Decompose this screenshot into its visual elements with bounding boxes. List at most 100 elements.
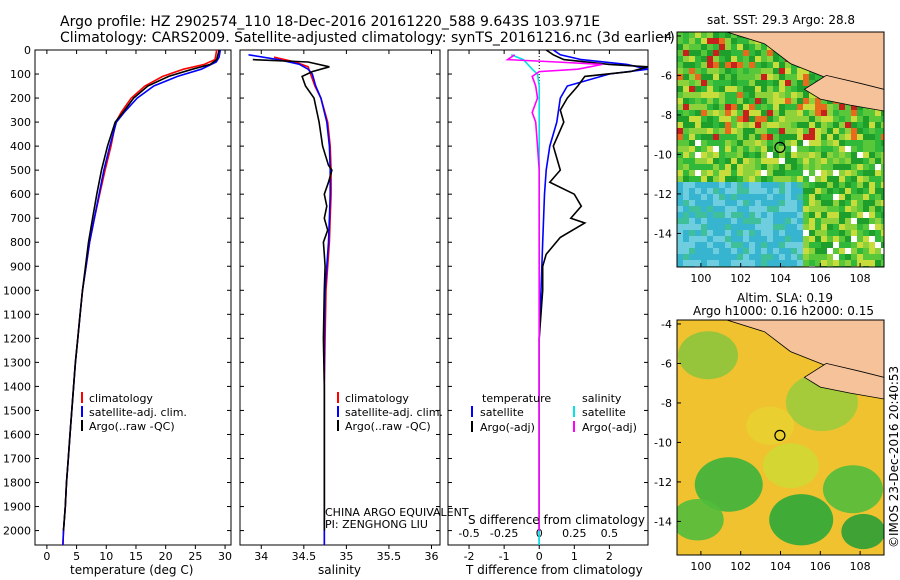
difference-xtick-label: -1	[499, 550, 510, 563]
sst-cell	[683, 206, 689, 212]
sst-cell	[695, 140, 701, 146]
sst-cell	[755, 194, 761, 200]
sst-cell	[833, 104, 839, 110]
sst-cell	[827, 164, 833, 170]
sst-cell	[815, 116, 821, 122]
sst-cell	[689, 104, 695, 110]
sst-cell	[815, 260, 821, 266]
sst-cell	[743, 98, 749, 104]
sst-cell	[695, 80, 701, 86]
sst-cell	[749, 44, 755, 50]
sst-cell	[827, 140, 833, 146]
sst-cell	[701, 236, 707, 242]
sst-cell	[755, 56, 761, 62]
sst-cell	[785, 212, 791, 218]
sst-cell	[749, 158, 755, 164]
sst-cell	[719, 206, 725, 212]
sst-cell	[701, 38, 707, 44]
sst-cell	[827, 176, 833, 182]
sst-cell	[707, 176, 713, 182]
sla-blob	[822, 465, 883, 514]
sst-cell	[791, 164, 797, 170]
sst-cell	[695, 170, 701, 176]
sst-cell	[743, 134, 749, 140]
sst-cell	[803, 152, 809, 158]
sst-cell	[839, 194, 845, 200]
sst-cell	[785, 92, 791, 98]
sst-cell	[869, 122, 875, 128]
sst-cell	[725, 254, 731, 260]
sla-map-title: Altim. SLA: 0.19	[737, 291, 834, 305]
salinity-xtick-label: 35	[339, 550, 353, 563]
sst-cell	[803, 68, 809, 74]
sst-cell	[737, 182, 743, 188]
sst-cell	[701, 152, 707, 158]
sst-cell	[803, 218, 809, 224]
sst-cell	[767, 68, 773, 74]
sst-cell	[779, 62, 785, 68]
temperature-xtick-label: 20	[159, 550, 173, 563]
sst-cell	[701, 134, 707, 140]
sst-cell	[749, 146, 755, 152]
sst-cell	[761, 110, 767, 116]
sst-cell	[827, 242, 833, 248]
sst-cell	[725, 248, 731, 254]
sst-cell	[863, 164, 869, 170]
sst-cell	[677, 152, 683, 158]
sst-cell	[773, 134, 779, 140]
sst-cell	[689, 200, 695, 206]
sst-cell	[797, 230, 803, 236]
sst-cell	[689, 212, 695, 218]
sst-cell	[761, 116, 767, 122]
sst-cell	[875, 134, 881, 140]
sst-cell	[779, 200, 785, 206]
sst-cell	[851, 110, 857, 116]
sst-cell	[719, 134, 725, 140]
sst-cell	[719, 128, 725, 134]
sst-cell	[761, 152, 767, 158]
sst-cell	[779, 176, 785, 182]
sst-cell	[779, 206, 785, 212]
sst-cell	[749, 164, 755, 170]
sst-cell	[689, 110, 695, 116]
depth-tick-label: 0	[24, 44, 31, 57]
sla_map-field	[677, 320, 884, 555]
salinity-annotation-line2: PI: ZENGHONG LIU	[325, 518, 428, 531]
sst-cell	[791, 110, 797, 116]
depth-tick-label: 1800	[3, 477, 31, 490]
sst-cell	[677, 146, 683, 152]
sst-cell	[803, 230, 809, 236]
sst-cell	[713, 110, 719, 116]
sst-cell	[707, 44, 713, 50]
sst-cell	[827, 194, 833, 200]
sst-cell	[755, 116, 761, 122]
sst-cell	[785, 122, 791, 128]
sst-cell	[881, 176, 884, 182]
sst-cell	[815, 164, 821, 170]
sst-cell	[803, 104, 809, 110]
sst-cell	[857, 140, 863, 146]
salinity-legend-label: Argo(..raw -QC)	[345, 420, 431, 433]
sst-cell	[869, 164, 875, 170]
sst-cell	[755, 188, 761, 194]
sst-cell	[827, 248, 833, 254]
sst-cell	[707, 122, 713, 128]
depth-tick-label: 300	[10, 116, 31, 129]
sst-cell	[719, 50, 725, 56]
sst-cell	[875, 164, 881, 170]
sst-cell	[785, 110, 791, 116]
sst-cell	[839, 260, 845, 266]
sst-cell	[779, 146, 785, 152]
sst-cell	[863, 260, 869, 266]
sst-cell	[737, 146, 743, 152]
sst-cell	[809, 230, 815, 236]
sst-cell	[719, 80, 725, 86]
sst-cell	[851, 248, 857, 254]
sst-cell	[713, 98, 719, 104]
sst-cell	[719, 170, 725, 176]
sst-cell	[791, 170, 797, 176]
sst-cell	[785, 218, 791, 224]
sst-cell	[833, 224, 839, 230]
sst-cell	[683, 98, 689, 104]
sst-cell	[755, 260, 761, 266]
